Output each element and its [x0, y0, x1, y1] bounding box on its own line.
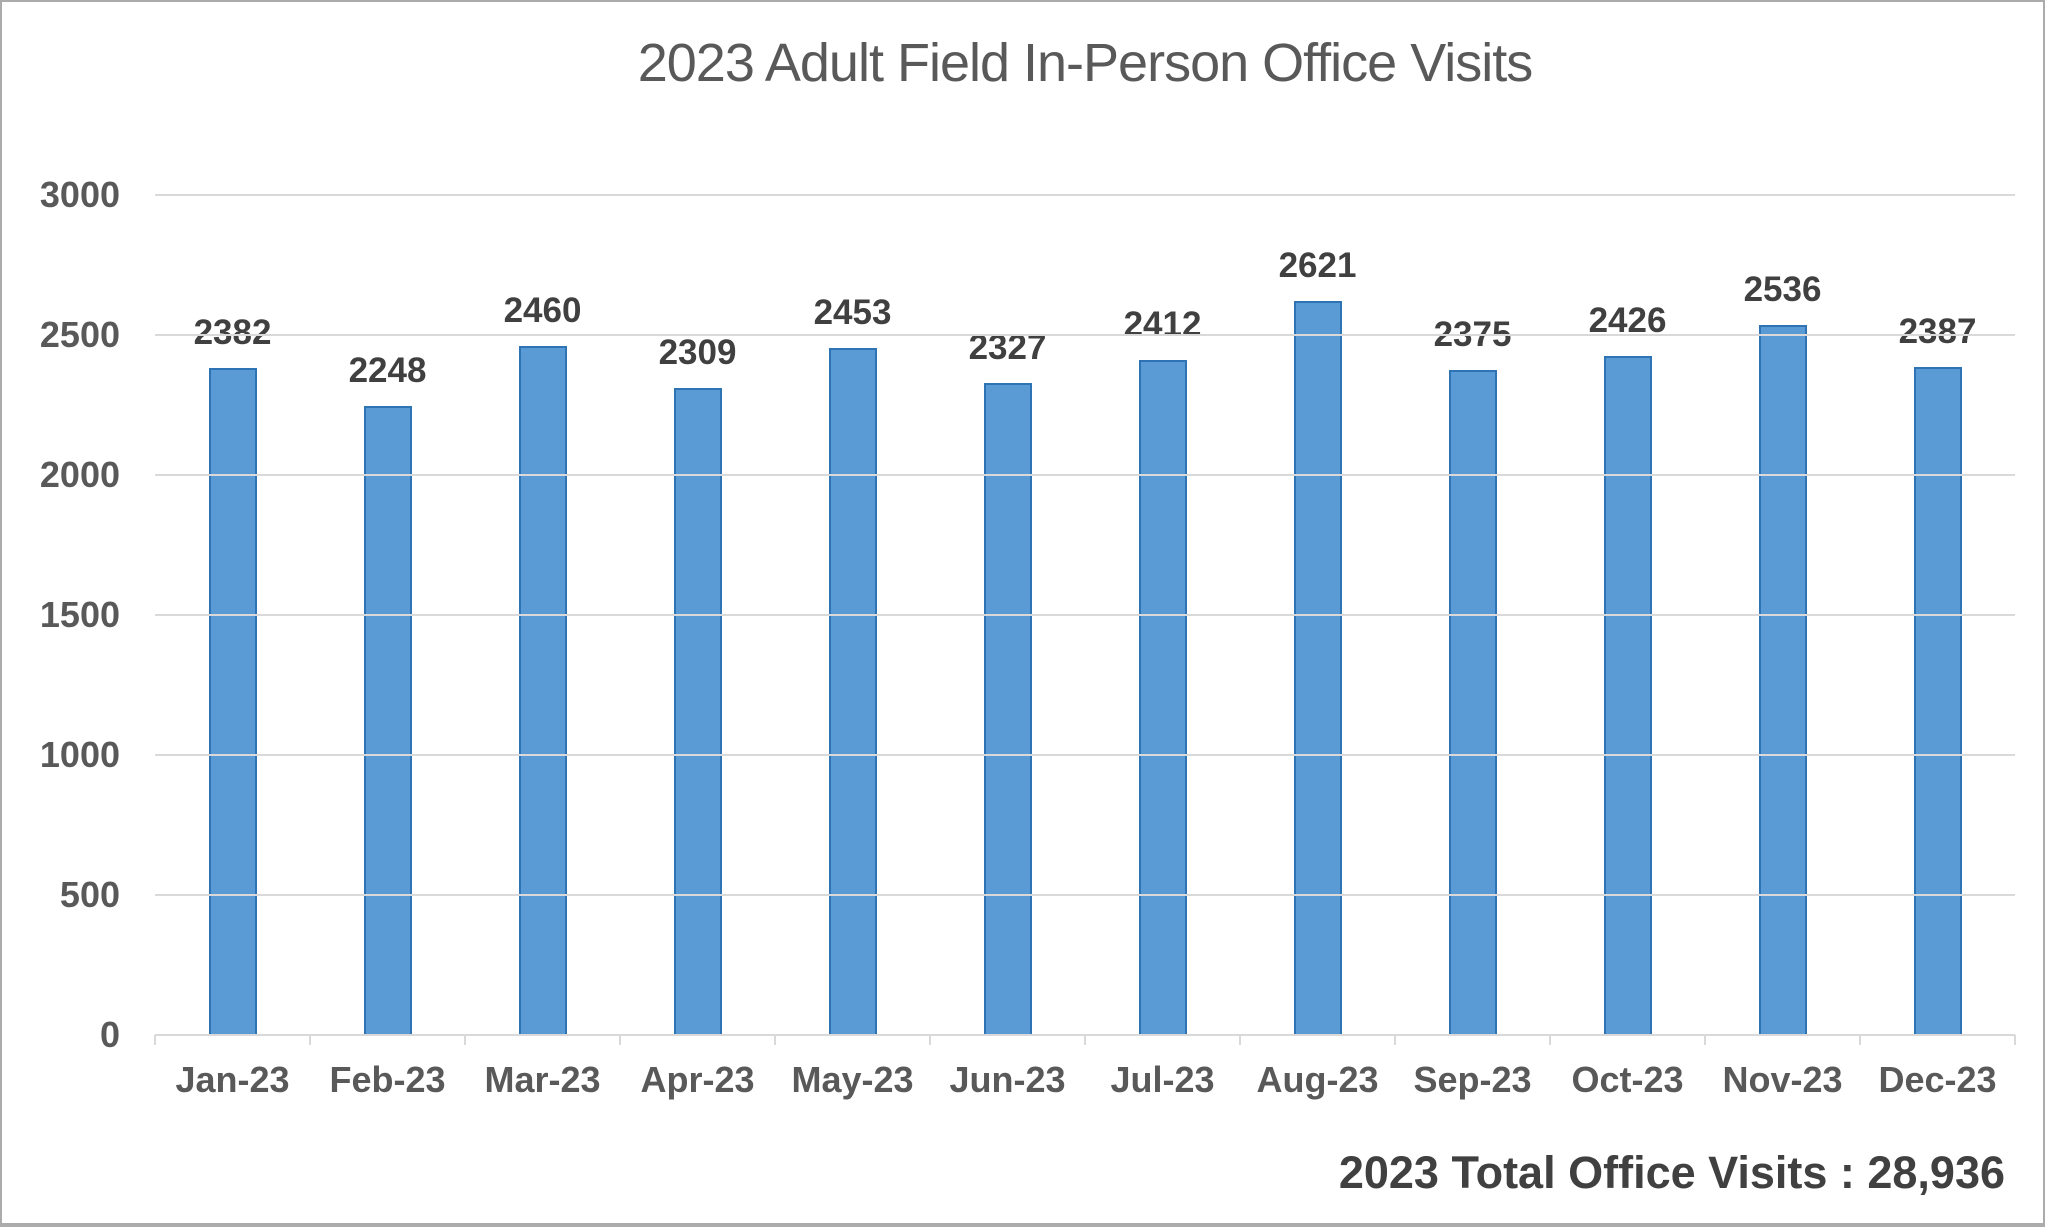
y-axis-tick-label-3000: 3000	[39, 174, 120, 215]
y-axis-labels: 0 500 1000 1500 2000 2500 3000	[20, 177, 120, 1053]
gridline-500	[155, 894, 2015, 897]
bar-oct-23	[1603, 355, 1652, 1035]
bar-value-label-oct-23: 2426	[1588, 300, 1667, 340]
bar-value-label-jul-23: 2412	[1123, 304, 1202, 344]
x-axis-tick	[1549, 1035, 1551, 1045]
x-axis-tick	[463, 1035, 466, 1045]
bar-column-aug-23: 2621	[1240, 195, 1395, 1035]
chart-title: 2023 Adult Field In-Person Office Visits	[637, 33, 1534, 93]
x-axis-label-jul-23: Jul-23	[1110, 1059, 1215, 1100]
bar-mar-23	[518, 346, 567, 1035]
plot-area: 2382 2248 2460 2309 2453 2327 2412 2621 2375 2426…	[154, 194, 2016, 1045]
x-axis-tick	[1393, 1035, 1396, 1045]
bar-column-dec-23: 2387	[1860, 195, 2015, 1035]
bar-value-label-aug-23: 2621	[1278, 246, 1357, 286]
y-axis-tick-label-2500: 2500	[39, 314, 120, 355]
gridline-2500	[155, 334, 2015, 336]
gridline-3000	[155, 194, 2015, 196]
x-axis-label-oct-23: Oct-23	[1571, 1059, 1684, 1100]
bar-column-oct-23: 2426	[1550, 195, 1705, 1035]
x-axis-label-dec-23: Dec-23	[1878, 1059, 1997, 1100]
bar-jun-23	[983, 383, 1032, 1035]
bar-column-nov-23: 2536	[1705, 195, 1860, 1035]
bar-feb-23	[363, 405, 412, 1035]
x-axis-tick	[1084, 1035, 1086, 1045]
x-axis-tick	[619, 1035, 621, 1045]
x-axis-label-jan-23: Jan-23	[175, 1059, 290, 1100]
y-axis-tick-label-500: 500	[59, 874, 120, 916]
bar-column-sep-23: 2375	[1395, 195, 1550, 1035]
bar-value-label-may-23: 2453	[813, 293, 892, 333]
bar-column-jun-23: 2327	[930, 195, 1085, 1035]
total-office-visits-label: 2023 Total Office Visits : 28,936	[1338, 1147, 2005, 1198]
x-axis-tick	[1858, 1035, 1861, 1045]
x-axis-labels: Jan-23 Feb-23 Mar-23 Apr-23 May-23 Jun-23 Jul-…	[155, 1059, 2015, 1101]
bar-column-may-23: 2453	[775, 195, 930, 1035]
bar-nov-23	[1758, 324, 1807, 1035]
bar-sep-23	[1448, 370, 1497, 1035]
x-axis-tick	[929, 1035, 931, 1045]
x-axis-label-feb-23: Feb-23	[329, 1059, 446, 1100]
bar-value-label-feb-23: 2248	[348, 350, 427, 390]
bar-jul-23	[1138, 359, 1187, 1035]
bar-value-label-nov-23: 2536	[1743, 269, 1822, 309]
bar-jan-23	[208, 368, 257, 1035]
gridline-2000	[155, 474, 2015, 477]
bars-container: 2382 2248 2460 2309 2453 2327 2412 2621 2375 2426…	[155, 195, 2015, 1035]
bar-value-label-mar-23: 2460	[503, 291, 582, 331]
x-axis-tick	[1239, 1035, 1241, 1045]
x-axis-label-may-23: May-23	[791, 1059, 914, 1100]
y-axis-tick-label-2000: 2000	[39, 454, 120, 496]
x-axis-tick	[308, 1035, 311, 1045]
y-axis-tick-label-1500: 1500	[39, 594, 120, 635]
bar-aug-23	[1293, 301, 1342, 1035]
bar-column-feb-23: 2248	[310, 195, 465, 1035]
y-axis-tick-label-1000: 1000	[39, 734, 120, 776]
x-axis-tick	[154, 1035, 156, 1045]
x-axis-label-nov-23: Nov-23	[1722, 1059, 1843, 1100]
bar-apr-23	[673, 388, 722, 1035]
bar-may-23	[828, 348, 877, 1035]
bar-column-apr-23: 2309	[620, 195, 775, 1035]
bar-column-jan-23: 2382	[155, 195, 310, 1035]
bar-value-label-apr-23: 2309	[658, 333, 737, 373]
gridline-1000	[155, 754, 2015, 757]
bar-value-label-dec-23: 2387	[1898, 311, 1977, 351]
bar-dec-23	[1913, 366, 1962, 1035]
bar-value-label-jan-23: 2382	[193, 313, 272, 353]
x-axis-label-jun-23: Jun-23	[949, 1059, 1066, 1100]
x-axis-label-apr-23: Apr-23	[640, 1059, 755, 1100]
x-axis-tick	[773, 1035, 776, 1045]
bar-value-label-jun-23: 2327	[968, 328, 1047, 368]
y-axis-tick-label-0: 0	[99, 1014, 120, 1055]
x-axis-tick	[1704, 1035, 1706, 1045]
x-axis-label-sep-23: Sep-23	[1413, 1059, 1532, 1100]
bar-column-mar-23: 2460	[465, 195, 620, 1035]
x-axis-label-aug-23: Aug-23	[1256, 1059, 1379, 1100]
x-axis-tick	[2014, 1035, 2016, 1045]
x-axis-label-mar-23: Mar-23	[484, 1059, 601, 1100]
gridline-1500	[155, 614, 2015, 616]
